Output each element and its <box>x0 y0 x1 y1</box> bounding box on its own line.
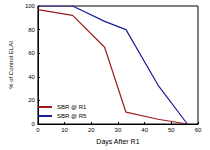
svg-text:60: 60 <box>195 127 202 133</box>
svg-text:Days After R1: Days After R1 <box>96 138 139 146</box>
svg-text:40: 40 <box>28 74 35 80</box>
svg-text:% of Control ELAI: % of Control ELAI <box>8 41 14 89</box>
svg-text:SBR @ R1: SBR @ R1 <box>57 104 87 110</box>
svg-text:0: 0 <box>36 127 40 133</box>
svg-text:10: 10 <box>61 127 68 133</box>
svg-text:20: 20 <box>28 97 35 103</box>
svg-text:0: 0 <box>32 121 36 127</box>
svg-text:100: 100 <box>25 3 36 9</box>
svg-text:40: 40 <box>141 127 148 133</box>
svg-text:60: 60 <box>28 50 35 56</box>
svg-text:30: 30 <box>115 127 122 133</box>
svg-text:50: 50 <box>168 127 175 133</box>
svg-text:80: 80 <box>28 27 35 33</box>
svg-text:20: 20 <box>88 127 95 133</box>
svg-text:SBR @ R5: SBR @ R5 <box>57 113 87 119</box>
